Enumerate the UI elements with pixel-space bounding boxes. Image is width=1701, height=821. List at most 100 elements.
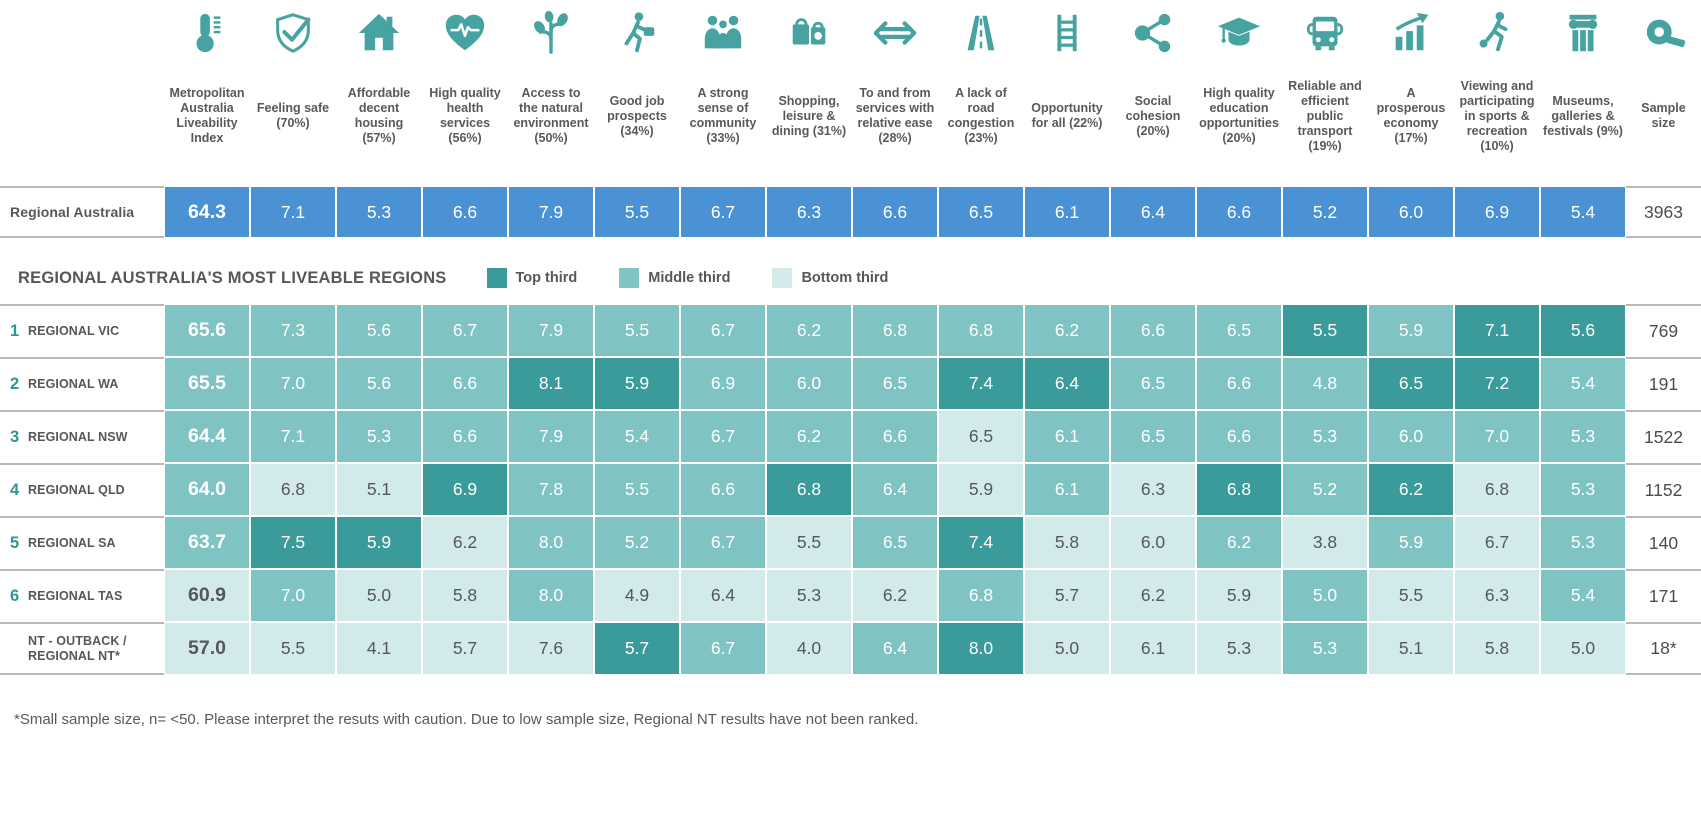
heatmap-cell: 7.0 xyxy=(250,357,336,410)
region-rank: 6 xyxy=(10,587,20,605)
column-header-growth-chart: A prosperous economy (17%) xyxy=(1368,6,1454,174)
heatmap-cell: 6.0 xyxy=(1368,410,1454,463)
national-cell: 7.9 xyxy=(508,186,594,238)
national-cell: 5.5 xyxy=(594,186,680,238)
region-name: REGIONAL QLD xyxy=(28,483,125,497)
heatmap-cell: 64.0 xyxy=(164,463,250,516)
region-name: REGIONAL NSW xyxy=(28,430,128,444)
column-header-pillar: Museums, galleries & festivals (9%) xyxy=(1540,6,1626,174)
legend-label: Top third xyxy=(515,270,578,286)
heatmap-cell: 6.7 xyxy=(680,304,766,357)
heatmap-cell: 7.1 xyxy=(1454,304,1540,357)
heatmap-cell: 5.7 xyxy=(1024,569,1110,622)
heatmap-cell: 5.6 xyxy=(336,357,422,410)
national-sample-size: 3963 xyxy=(1626,186,1701,238)
heatmap-cell: 7.3 xyxy=(250,304,336,357)
heatmap-cell: 5.9 xyxy=(594,357,680,410)
heatmap-cell: 6.5 xyxy=(1196,304,1282,357)
heatmap-cell: 5.3 xyxy=(1282,622,1368,675)
column-label: Social cohesion (20%) xyxy=(1125,93,1181,138)
heatmap-cell: 5.2 xyxy=(594,516,680,569)
legend-item-middle: Middle third xyxy=(619,268,730,288)
heatmap-cell: 6.8 xyxy=(938,304,1024,357)
heatmap-cell: 57.0 xyxy=(164,622,250,675)
region-rank: 2 xyxy=(10,375,20,393)
heatmap-cell: 5.3 xyxy=(766,569,852,622)
heatmap-cell: 6.4 xyxy=(852,622,938,675)
heatmap-cell: 7.1 xyxy=(250,410,336,463)
legend: REGIONAL AUSTRALIA'S MOST LIVEABLE REGIO… xyxy=(0,252,1701,304)
national-cell: 6.1 xyxy=(1024,186,1110,238)
heatmap-cell: 7.9 xyxy=(508,304,594,357)
legend-item-top: Top third xyxy=(486,268,578,288)
sapling-icon xyxy=(528,10,574,56)
column-header-shield-check: Feeling safe (70%) xyxy=(250,6,336,174)
heatmap-cell: 6.8 xyxy=(250,463,336,516)
heatmap-cell: 6.7 xyxy=(680,410,766,463)
sample-size: 18* xyxy=(1626,622,1701,675)
soccer-player-icon xyxy=(1474,10,1520,56)
heatmap-cell: 6.9 xyxy=(422,463,508,516)
column-label: High quality health services (56%) xyxy=(429,86,501,145)
national-cell: 6.6 xyxy=(1196,186,1282,238)
heatmap-cell: 7.9 xyxy=(508,410,594,463)
column-label: A lack of road congestion (23%) xyxy=(947,86,1015,145)
heatmap-cell: 6.6 xyxy=(422,410,508,463)
sample-size: 140 xyxy=(1626,516,1701,569)
heatmap-cell: 5.8 xyxy=(1024,516,1110,569)
heatmap-cell: 5.5 xyxy=(1368,569,1454,622)
region-rank: 4 xyxy=(10,481,20,499)
national-cell: 6.5 xyxy=(938,186,1024,238)
region-name: REGIONAL TAS xyxy=(28,589,123,603)
heatmap-cell: 6.8 xyxy=(1196,463,1282,516)
liveability-heatmap: Metropolitan Australia Liveability Index… xyxy=(0,0,1701,728)
column-header-sapling: Access to the natural environment (50%) xyxy=(508,6,594,174)
column-label: High quality education opportunities (20… xyxy=(1199,86,1279,145)
heatmap-cell: 7.4 xyxy=(938,357,1024,410)
column-header-share-nodes: Social cohesion (20%) xyxy=(1110,6,1196,174)
column-label: Feeling safe (70%) xyxy=(256,101,330,130)
legend-label: Middle third xyxy=(648,270,731,286)
region-row: 3 REGIONAL NSW 64.4 7.1 5.3 6.6 7.9 5.4 6.7 6.2 6.… xyxy=(0,410,1701,463)
heatmap-cell: 6.2 xyxy=(1196,516,1282,569)
bottom-third-swatch xyxy=(772,268,793,288)
heatmap-cell: 5.0 xyxy=(1024,622,1110,675)
heatmap-cell: 6.1 xyxy=(1024,410,1110,463)
national-cell: 5.3 xyxy=(336,186,422,238)
heatmap-cell: 6.0 xyxy=(766,357,852,410)
heatmap-cell: 5.0 xyxy=(336,569,422,622)
national-cell: 64.3 xyxy=(164,186,250,238)
heatmap-cell: 7.2 xyxy=(1454,357,1540,410)
road-icon xyxy=(958,10,1004,56)
heatmap-cell: 5.8 xyxy=(1454,622,1540,675)
heatmap-cell: 4.0 xyxy=(766,622,852,675)
heatmap-cell: 6.7 xyxy=(680,516,766,569)
region-name: REGIONAL VIC xyxy=(28,324,120,338)
column-label: Shopping, leisure & dining (31%) xyxy=(771,93,847,138)
share-nodes-icon xyxy=(1130,10,1176,56)
heatmap-cell: 6.7 xyxy=(1454,516,1540,569)
heatmap-cell: 6.7 xyxy=(422,304,508,357)
column-label: Good job prospects (34%) xyxy=(607,93,667,138)
region-row-label: 1 REGIONAL VIC xyxy=(0,304,164,357)
sample-size: 191 xyxy=(1626,357,1701,410)
column-header-road: A lack of road congestion (23%) xyxy=(938,6,1024,174)
heatmap-cell: 5.5 xyxy=(594,304,680,357)
heatmap-cell: 5.9 xyxy=(938,463,1024,516)
heatmap-cell: 7.6 xyxy=(508,622,594,675)
region-rank: 5 xyxy=(10,534,20,552)
heatmap-cell: 7.4 xyxy=(938,516,1024,569)
national-cell: 6.6 xyxy=(422,186,508,238)
column-header-graduation-cap: High quality education opportunities (20… xyxy=(1196,6,1282,174)
heatmap-cell: 5.2 xyxy=(1282,463,1368,516)
heatmap-cell: 6.8 xyxy=(766,463,852,516)
bus-icon xyxy=(1302,10,1348,56)
column-label: Access to the natural environment (50%) xyxy=(513,86,589,145)
heatmap-cell: 6.6 xyxy=(852,410,938,463)
region-row: 1 REGIONAL VIC 65.6 7.3 5.6 6.7 7.9 5.5 6.7 6.2 6.… xyxy=(0,304,1701,357)
region-row: 2 REGIONAL WA 65.5 7.0 5.6 6.6 8.1 5.9 6.9 6.0 6.5… xyxy=(0,357,1701,410)
heatmap-cell: 6.8 xyxy=(938,569,1024,622)
region-row-label: 6 REGIONAL TAS xyxy=(0,569,164,622)
heatmap-cell: 6.5 xyxy=(852,357,938,410)
heatmap-cell: 6.6 xyxy=(680,463,766,516)
